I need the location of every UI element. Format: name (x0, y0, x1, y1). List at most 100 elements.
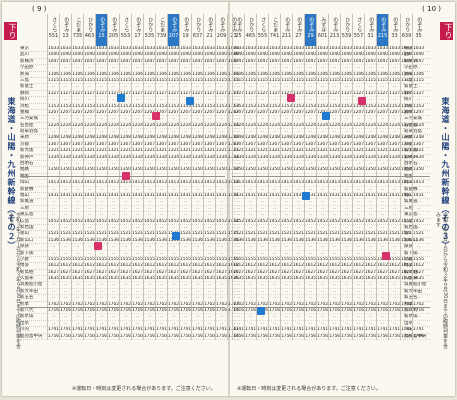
time-cell: ‥ (192, 244, 203, 251)
time-cell: ‥ (365, 129, 376, 136)
time-cell: ‥ (389, 321, 400, 328)
time-cell: ‥ (377, 244, 388, 251)
time-cell: ‥ (293, 225, 304, 232)
station-name: 厚狭 (20, 244, 46, 251)
time-cell: ‥ (180, 244, 191, 251)
time-cell: 1413 (341, 180, 352, 187)
time-cell: 1040 (293, 52, 304, 59)
time-cell: 1452 (132, 218, 143, 225)
time-cell: ‥ (192, 65, 203, 72)
time-cell: 1756 (353, 333, 364, 340)
time-cell: ‥ (317, 314, 328, 321)
time-cell: ‥ (365, 251, 376, 257)
time-cell: 1741 (144, 327, 155, 334)
time-cell: 1536 (84, 237, 95, 245)
time-cell: 1521 (48, 231, 59, 238)
time-cell: 1536 (233, 237, 244, 245)
time-cell: 1555 (84, 256, 95, 264)
time-cell: ‥ (269, 314, 280, 321)
time-cell: 1047 (377, 58, 388, 66)
time-cell: 1756 (216, 333, 227, 340)
time-cell: ‥ (48, 321, 59, 328)
train-name: ひかり (195, 16, 202, 32)
time-cell: 1153 (281, 103, 292, 110)
time-cell: ‥ (180, 187, 191, 193)
time-cell: 1224 (216, 122, 227, 130)
time-cell: 1756 (293, 333, 304, 340)
time-cell: 1612 (413, 263, 424, 270)
time-cell: 1115 (233, 77, 244, 85)
time-cell: ‥ (293, 161, 304, 168)
time-cell: 1115 (365, 77, 376, 85)
time-cell: ‥ (72, 65, 83, 72)
time-cell: 1307 (84, 141, 95, 149)
time-cell: ‥ (60, 187, 71, 193)
time-cell: 1350 (180, 167, 191, 174)
time-cell: 1248 (204, 135, 215, 142)
time-cell: 1612 (245, 263, 256, 270)
time-cell: ‥ (72, 321, 83, 328)
time-cell: ‥ (329, 199, 340, 206)
time-cell: ‥ (60, 84, 71, 91)
station-name: 博多 (20, 263, 46, 270)
station-name: 新尾道 (20, 199, 46, 206)
time-cell: 1521 (120, 231, 131, 238)
train-header: みずほ 601 (317, 14, 328, 46)
time-cell: 1741 (365, 327, 376, 334)
time-cell: 1635 (353, 276, 364, 283)
time-cell: 1106 (108, 71, 119, 78)
time-cell: 1207 (389, 109, 400, 117)
time-cell: ‥ (120, 314, 131, 321)
time-cell: ‥ (60, 65, 71, 72)
time-cell: 1106 (96, 71, 107, 78)
time-cell: ‥ (293, 212, 304, 219)
time-cell: 1033 (305, 46, 316, 53)
time-cell: 1741 (305, 327, 316, 334)
time-cell: ‥ (293, 97, 304, 104)
time-cell: 1716 (353, 308, 364, 315)
time-cell: 1612 (233, 263, 244, 270)
time-cell: 1350 (257, 167, 268, 174)
time-cell: 1431 (108, 192, 119, 200)
time-cell: ‥ (84, 314, 95, 321)
time-cell: ‥ (192, 212, 203, 219)
time-cell: 1248 (48, 135, 59, 142)
time-cell: 1040 (192, 52, 203, 59)
time-cell: ‥ (401, 199, 412, 206)
time-cell: ‥ (281, 289, 292, 296)
time-cell: 1153 (192, 103, 203, 110)
time-cell: 1334 (156, 154, 167, 162)
time-cell: 1106 (257, 71, 268, 78)
time-cell: ‥ (180, 129, 191, 136)
time-cell: 1307 (413, 141, 424, 149)
time-cell: ‥ (216, 97, 227, 104)
time-cell: 1627 (120, 269, 131, 277)
time-cell: 1635 (48, 276, 59, 283)
time-cell: 1307 (329, 141, 340, 149)
time-cell: 1207 (329, 109, 340, 117)
time-cell: 1716 (216, 308, 227, 315)
station-name: 新山口 (20, 238, 46, 245)
time-cell: 1536 (216, 237, 227, 245)
time-cell: 1248 (293, 135, 304, 142)
time-cell: 1413 (216, 180, 227, 187)
time-cell: ‥ (96, 289, 107, 296)
time-cell: ‥ (120, 251, 131, 257)
time-cell: 1627 (317, 269, 328, 277)
time-cell: ‥ (144, 314, 155, 321)
time-cell: ‥ (204, 187, 215, 193)
time-cell: ‥ (192, 161, 203, 168)
right-direction-tab: 下り (440, 22, 453, 40)
time-cell: 1224 (132, 122, 143, 130)
service-badge-icon (287, 94, 295, 102)
time-cell: ‥ (132, 84, 143, 91)
time-cell: ‥ (108, 199, 119, 206)
time-cell: 1521 (233, 231, 244, 238)
time-cell: 1127 (48, 90, 59, 98)
station-name: 名古屋 (20, 123, 46, 130)
time-cell: 1040 (48, 52, 59, 59)
service-badge-icon (186, 97, 194, 105)
time-cell: 1207 (401, 109, 412, 117)
time-cell: 1047 (168, 58, 179, 66)
time-cell: 1153 (341, 103, 352, 110)
